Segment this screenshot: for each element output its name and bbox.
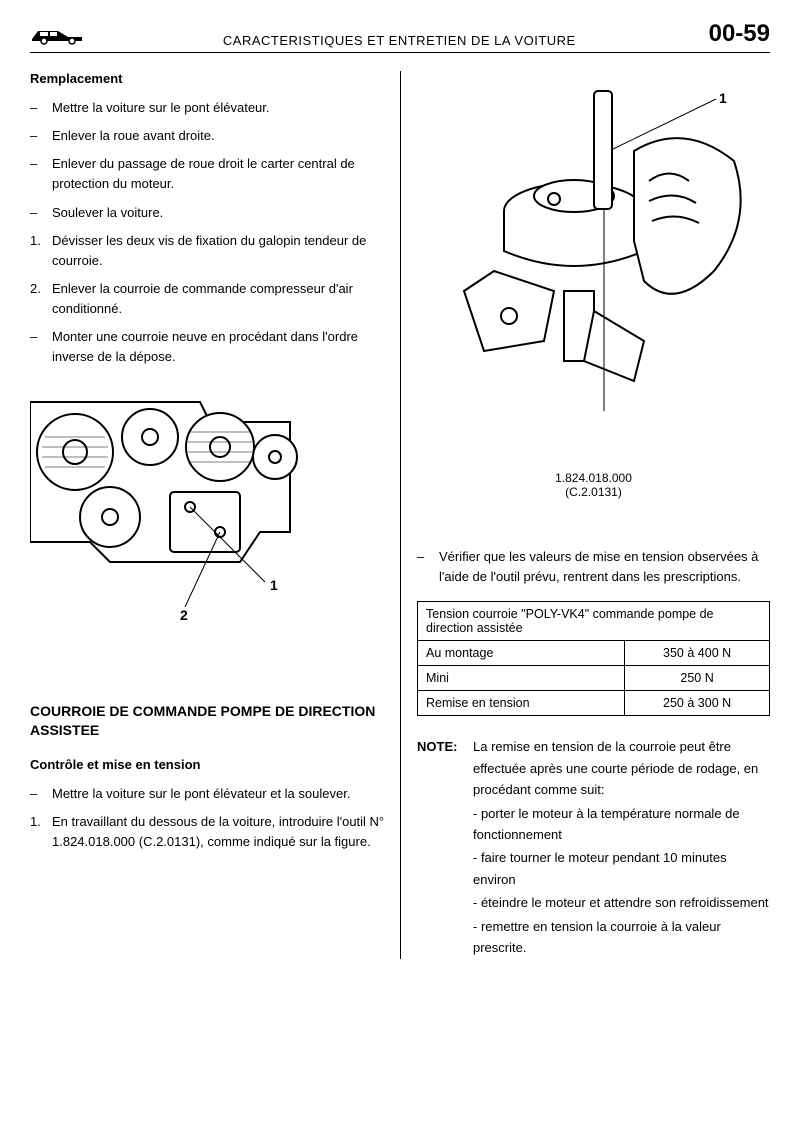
step-text: Soulever la voiture. <box>52 203 163 223</box>
note-item: - faire tourner le moteur pendant 10 min… <box>473 847 770 890</box>
step-marker: – <box>30 126 52 146</box>
step-item: –Mettre la voiture sur le pont élévateur… <box>30 784 388 804</box>
step-item: –Soulever la voiture. <box>30 203 388 223</box>
note-block: NOTE: La remise en tension de la courroi… <box>417 736 770 958</box>
heading-remplacement: Remplacement <box>30 71 388 86</box>
step-text: En travaillant du dessous de la voiture,… <box>52 812 388 852</box>
cell-value: 250 N <box>625 666 770 691</box>
cell-label: Remise en tension <box>418 691 625 716</box>
step-marker: – <box>30 203 52 223</box>
table-row: Mini250 N <box>418 666 770 691</box>
note-intro: La remise en tension de la courroie peut… <box>473 736 770 800</box>
step-marker: – <box>30 327 52 347</box>
callout-2: 2 <box>180 607 188 622</box>
step-text: Vérifier que les valeurs de mise en tens… <box>439 547 770 587</box>
page-number: 00-59 <box>709 20 770 48</box>
step-marker: 1. <box>30 231 52 251</box>
step-text: Dévisser les deux vis de fixation du gal… <box>52 231 388 271</box>
step-item: 2.Enlever la courroie de commande compre… <box>30 279 388 319</box>
diagram-pulleys: 1 2 <box>30 382 388 622</box>
cell-label: Au montage <box>418 641 625 666</box>
right-column: 1 <box>400 71 770 959</box>
step-marker: – <box>417 547 439 567</box>
steps-remplacement: –Mettre la voiture sur le pont élévateur… <box>30 98 388 368</box>
page-no: 59 <box>743 20 770 47</box>
step-marker: 2. <box>30 279 52 299</box>
callout-1: 1 <box>270 577 278 593</box>
step-marker: – <box>30 154 52 174</box>
left-column: Remplacement –Mettre la voiture sur le p… <box>30 71 400 959</box>
tool-number: 1.824.018.000 <box>417 471 770 485</box>
step-item: –Enlever du passage de roue droit le car… <box>30 154 388 194</box>
car-icon <box>30 23 90 48</box>
diagram-tool: 1 <box>417 81 770 451</box>
note-item: - porter le moteur à la température norm… <box>473 803 770 846</box>
step-item: –Mettre la voiture sur le pont élévateur… <box>30 98 388 118</box>
step-text: Enlever du passage de roue droit le cart… <box>52 154 388 194</box>
note-item: - éteindre le moteur et attendre son ref… <box>473 892 770 913</box>
section-number: 00- <box>709 20 744 47</box>
table-row: Remise en tension250 à 300 N <box>418 691 770 716</box>
cell-value: 350 à 400 N <box>625 641 770 666</box>
tool-code: (C.2.0131) <box>417 485 770 499</box>
note-label: NOTE: <box>417 736 473 757</box>
step-marker: – <box>30 784 52 804</box>
table-title: Tension courroie "POLY-VK4" commande pom… <box>418 602 770 641</box>
step-text: Mettre la voiture sur le pont élévateur. <box>52 98 270 118</box>
content-columns: Remplacement –Mettre la voiture sur le p… <box>30 71 770 959</box>
step-item: –Monter une courroie neuve en procédant … <box>30 327 388 367</box>
table-row: Au montage350 à 400 N <box>418 641 770 666</box>
tool-label: 1.824.018.000 (C.2.0131) <box>417 471 770 499</box>
step-marker: 1. <box>30 812 52 832</box>
step-item: –Enlever la roue avant droite. <box>30 126 388 146</box>
step-text: Mettre la voiture sur le pont élévateur … <box>52 784 350 804</box>
subheading-controle: Contrôle et mise en tension <box>30 757 388 772</box>
note-item: - remettre en tension la courroie à la v… <box>473 916 770 959</box>
tension-table: Tension courroie "POLY-VK4" commande pom… <box>417 601 770 716</box>
step-text: Monter une courroie neuve en procédant d… <box>52 327 388 367</box>
steps-controle: –Mettre la voiture sur le pont élévateur… <box>30 784 388 852</box>
step-item: 1.En travaillant du dessous de la voitur… <box>30 812 388 852</box>
callout-1: 1 <box>719 90 727 106</box>
step-text: Enlever la courroie de commande compress… <box>52 279 388 319</box>
heading-courroie: COURROIE DE COMMANDE POMPE DE DIRECTION … <box>30 702 388 741</box>
step-marker: – <box>30 98 52 118</box>
step-item: –Vérifier que les valeurs de mise en ten… <box>417 547 770 587</box>
cell-value: 250 à 300 N <box>625 691 770 716</box>
note-body: La remise en tension de la courroie peut… <box>473 736 770 958</box>
step-text: Enlever la roue avant droite. <box>52 126 215 146</box>
step-item: 1.Dévisser les deux vis de fixation du g… <box>30 231 388 271</box>
page-header: CARACTERISTIQUES ET ENTRETIEN DE LA VOIT… <box>30 20 770 53</box>
header-title: CARACTERISTIQUES ET ENTRETIEN DE LA VOIT… <box>90 33 709 48</box>
cell-label: Mini <box>418 666 625 691</box>
steps-verify: –Vérifier que les valeurs de mise en ten… <box>417 547 770 587</box>
